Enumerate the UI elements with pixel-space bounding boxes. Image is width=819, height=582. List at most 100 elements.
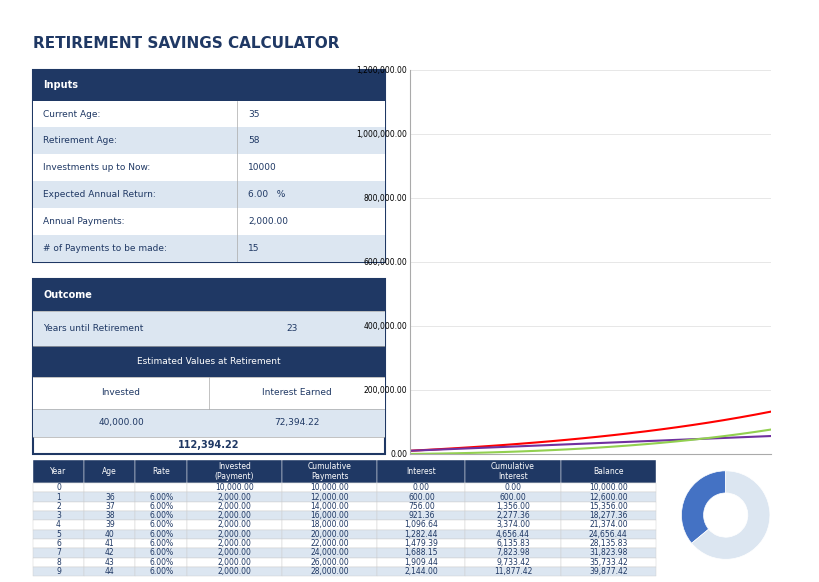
FancyBboxPatch shape xyxy=(135,548,187,558)
Text: Cumulative
Payments: Cumulative Payments xyxy=(307,462,351,481)
Text: 15: 15 xyxy=(247,244,259,253)
FancyBboxPatch shape xyxy=(465,548,560,558)
Text: 18,000.00: 18,000.00 xyxy=(310,520,349,530)
Text: Retirement Age:: Retirement Age: xyxy=(43,136,117,146)
FancyBboxPatch shape xyxy=(84,511,135,520)
FancyBboxPatch shape xyxy=(33,460,84,483)
Text: 11,877.42: 11,877.42 xyxy=(493,567,532,576)
FancyBboxPatch shape xyxy=(465,539,560,548)
FancyBboxPatch shape xyxy=(560,492,655,502)
Text: 9: 9 xyxy=(56,567,61,576)
FancyBboxPatch shape xyxy=(135,567,187,576)
Text: 0.00: 0.00 xyxy=(504,483,521,492)
FancyBboxPatch shape xyxy=(33,181,385,208)
FancyBboxPatch shape xyxy=(560,511,655,520)
FancyBboxPatch shape xyxy=(187,492,282,502)
FancyBboxPatch shape xyxy=(187,511,282,520)
Text: 40,000.00: 40,000.00 xyxy=(98,418,143,427)
Text: 2,144.00: 2,144.00 xyxy=(404,567,437,576)
FancyBboxPatch shape xyxy=(135,502,187,511)
FancyBboxPatch shape xyxy=(560,502,655,511)
FancyBboxPatch shape xyxy=(377,502,465,511)
Text: 23: 23 xyxy=(287,324,297,333)
FancyBboxPatch shape xyxy=(135,492,187,502)
Text: Balance: Balance xyxy=(592,467,622,476)
FancyBboxPatch shape xyxy=(282,492,377,502)
Text: 1,096.64: 1,096.64 xyxy=(404,520,438,530)
Text: 6,135.83: 6,135.83 xyxy=(495,539,529,548)
Text: 9,733.42: 9,733.42 xyxy=(495,558,529,567)
Text: 10,000.00: 10,000.00 xyxy=(215,483,254,492)
Text: 16,000.00: 16,000.00 xyxy=(310,511,349,520)
FancyBboxPatch shape xyxy=(282,548,377,558)
Text: 2,000.00: 2,000.00 xyxy=(247,217,287,226)
Text: Estimated Values at Retirement: Estimated Values at Retirement xyxy=(137,357,281,366)
Text: 6.00%: 6.00% xyxy=(149,539,173,548)
FancyBboxPatch shape xyxy=(187,460,282,483)
FancyBboxPatch shape xyxy=(33,346,385,377)
Text: 38: 38 xyxy=(105,511,115,520)
Text: 24,000.00: 24,000.00 xyxy=(310,548,349,558)
Text: 44: 44 xyxy=(105,567,115,576)
Text: 6.00%: 6.00% xyxy=(149,548,173,558)
FancyBboxPatch shape xyxy=(33,70,385,101)
FancyBboxPatch shape xyxy=(33,377,385,409)
FancyBboxPatch shape xyxy=(33,279,385,311)
FancyBboxPatch shape xyxy=(560,558,655,567)
Text: 1,479.39: 1,479.39 xyxy=(404,539,438,548)
Text: 0.00: 0.00 xyxy=(413,483,429,492)
Text: 1: 1 xyxy=(56,492,61,502)
Text: Years until Retirement: Years until Retirement xyxy=(43,324,143,333)
FancyBboxPatch shape xyxy=(282,539,377,548)
Text: 43: 43 xyxy=(105,558,115,567)
Text: 35: 35 xyxy=(247,109,259,119)
Text: 2,000.00: 2,000.00 xyxy=(217,567,251,576)
FancyBboxPatch shape xyxy=(560,483,655,492)
FancyBboxPatch shape xyxy=(135,520,187,530)
Text: 35,733.42: 35,733.42 xyxy=(588,558,627,567)
FancyBboxPatch shape xyxy=(187,530,282,539)
FancyBboxPatch shape xyxy=(465,483,560,492)
FancyBboxPatch shape xyxy=(84,567,135,576)
FancyBboxPatch shape xyxy=(377,530,465,539)
Text: 921.36: 921.36 xyxy=(408,511,434,520)
FancyBboxPatch shape xyxy=(187,558,282,567)
FancyBboxPatch shape xyxy=(135,539,187,548)
Text: 6.00   %: 6.00 % xyxy=(247,190,285,199)
FancyBboxPatch shape xyxy=(187,502,282,511)
FancyBboxPatch shape xyxy=(84,558,135,567)
FancyBboxPatch shape xyxy=(560,567,655,576)
FancyBboxPatch shape xyxy=(187,567,282,576)
Text: 22,000.00: 22,000.00 xyxy=(310,539,349,548)
FancyBboxPatch shape xyxy=(135,511,187,520)
FancyBboxPatch shape xyxy=(282,460,377,483)
FancyBboxPatch shape xyxy=(560,539,655,548)
Text: 15,356.00: 15,356.00 xyxy=(588,502,627,511)
FancyBboxPatch shape xyxy=(135,483,187,492)
Text: 36: 36 xyxy=(105,492,115,502)
FancyBboxPatch shape xyxy=(560,520,655,530)
FancyBboxPatch shape xyxy=(282,502,377,511)
FancyBboxPatch shape xyxy=(187,520,282,530)
Text: Current Age:: Current Age: xyxy=(43,109,101,119)
Text: 7: 7 xyxy=(56,548,61,558)
FancyBboxPatch shape xyxy=(84,492,135,502)
FancyBboxPatch shape xyxy=(187,539,282,548)
FancyBboxPatch shape xyxy=(33,530,84,539)
FancyBboxPatch shape xyxy=(560,548,655,558)
Text: 2: 2 xyxy=(56,502,61,511)
FancyBboxPatch shape xyxy=(465,567,560,576)
Text: 28,000.00: 28,000.00 xyxy=(310,567,349,576)
Text: Investments up to Now:: Investments up to Now: xyxy=(43,164,151,172)
Text: 3: 3 xyxy=(56,511,61,520)
Text: 2,000.00: 2,000.00 xyxy=(217,502,251,511)
FancyBboxPatch shape xyxy=(84,530,135,539)
Text: 42: 42 xyxy=(105,548,115,558)
Text: 18,277.36: 18,277.36 xyxy=(588,511,627,520)
Text: 10000: 10000 xyxy=(247,164,276,172)
Text: 1,282.44: 1,282.44 xyxy=(404,530,437,539)
Text: 8: 8 xyxy=(56,558,61,567)
FancyBboxPatch shape xyxy=(33,409,385,436)
Text: 1,688.15: 1,688.15 xyxy=(404,548,437,558)
Wedge shape xyxy=(681,471,725,543)
